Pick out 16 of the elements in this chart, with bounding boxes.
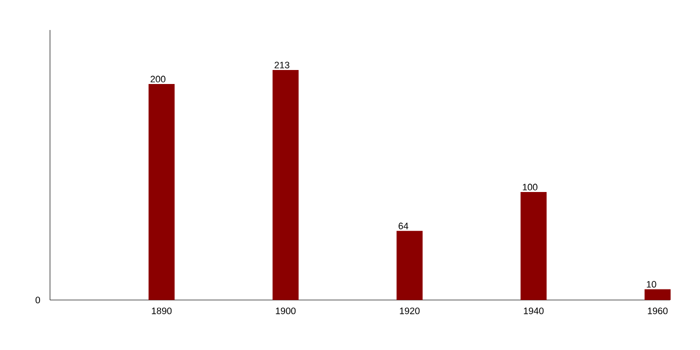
- bar: [272, 70, 299, 300]
- bar: [396, 230, 423, 300]
- bar: [644, 289, 671, 300]
- x-tick-label: 1960: [648, 308, 668, 314]
- data-label: 100: [522, 184, 538, 190]
- text: 0: [36, 296, 40, 304]
- bar: [148, 84, 175, 300]
- bar: [520, 192, 547, 300]
- x-tick-label: 1940: [524, 308, 544, 314]
- data-label: 10: [646, 281, 656, 288]
- x-tick-label: 1900: [276, 308, 296, 314]
- data-label: 64: [398, 222, 408, 230]
- data-label: 213: [274, 62, 290, 68]
- x-tick-label: 1920: [400, 308, 420, 314]
- data-label: 200: [150, 76, 166, 82]
- x-tick-label: 1890: [152, 308, 172, 314]
